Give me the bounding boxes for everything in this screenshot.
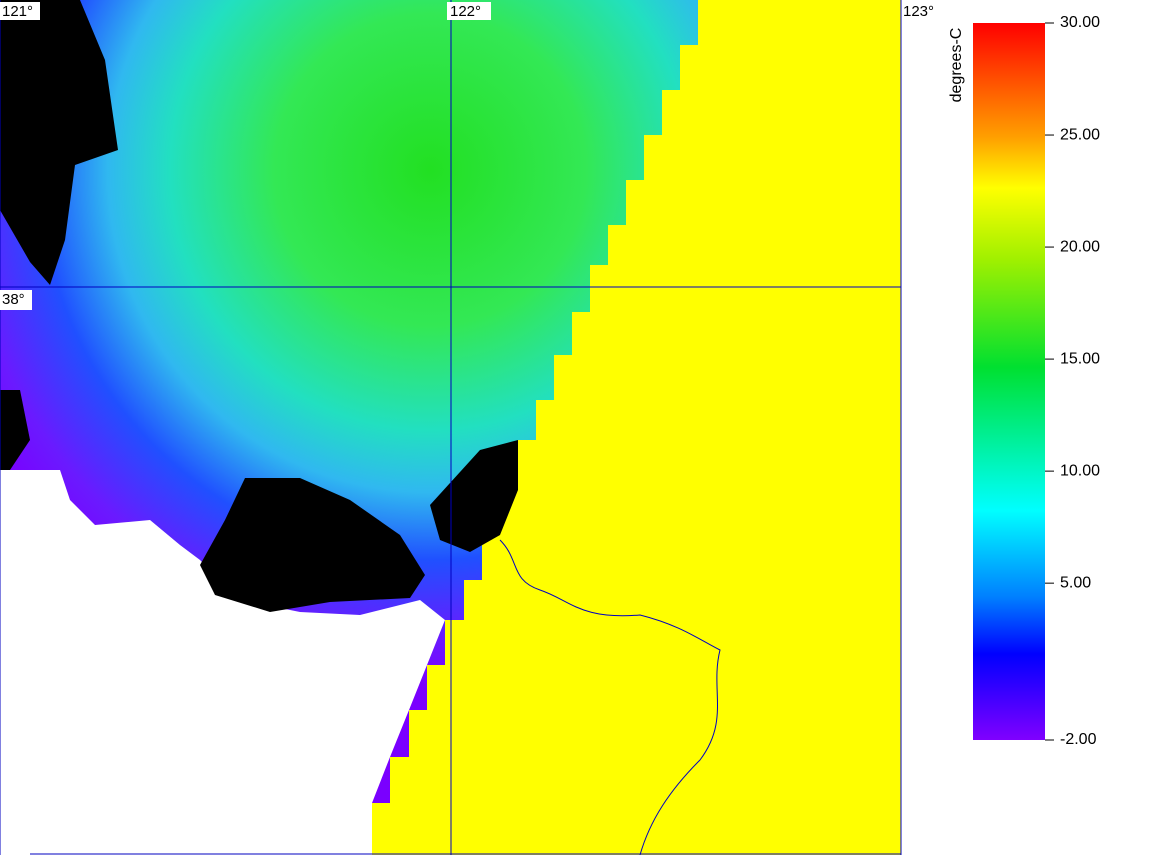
land-mask: [0, 0, 118, 285]
label-bg: [0, 290, 32, 310]
colorbar-tick-label: 30.00: [1060, 14, 1100, 31]
land: [0, 470, 445, 855]
coastline: [499, 539, 721, 855]
longitude-label: 122°: [450, 3, 481, 20]
colorbar: degrees-C 30.00 25.00 20.00 15.00 10.00 5.00 -…: [948, 14, 1100, 748]
label-bg: [447, 2, 491, 20]
latitude-label: 38°: [2, 291, 25, 308]
colorbar-tick-label: 10.00: [1060, 462, 1100, 479]
land-mask: [0, 390, 30, 470]
land-mask: [200, 478, 425, 612]
colorbar-tick-label: 25.00: [1060, 126, 1100, 143]
colorbar-tick-label: 5.00: [1060, 574, 1091, 591]
colorbar-unit: degrees-C: [948, 28, 965, 103]
label-bg: [0, 2, 40, 20]
longitude-label: 123°: [903, 3, 934, 20]
land-mask: [430, 440, 518, 552]
colorbar-tick-label: 20.00: [1060, 238, 1100, 255]
colorbar-ramp: [973, 23, 1045, 740]
map: 121° 122° 123° 38°: [0, 0, 934, 855]
no-data-region: [372, 0, 901, 855]
colorbar-tick-label: -2.00: [1060, 731, 1097, 748]
longitude-label: 121°: [2, 3, 33, 20]
colorbar-tick-label: 15.00: [1060, 350, 1100, 367]
